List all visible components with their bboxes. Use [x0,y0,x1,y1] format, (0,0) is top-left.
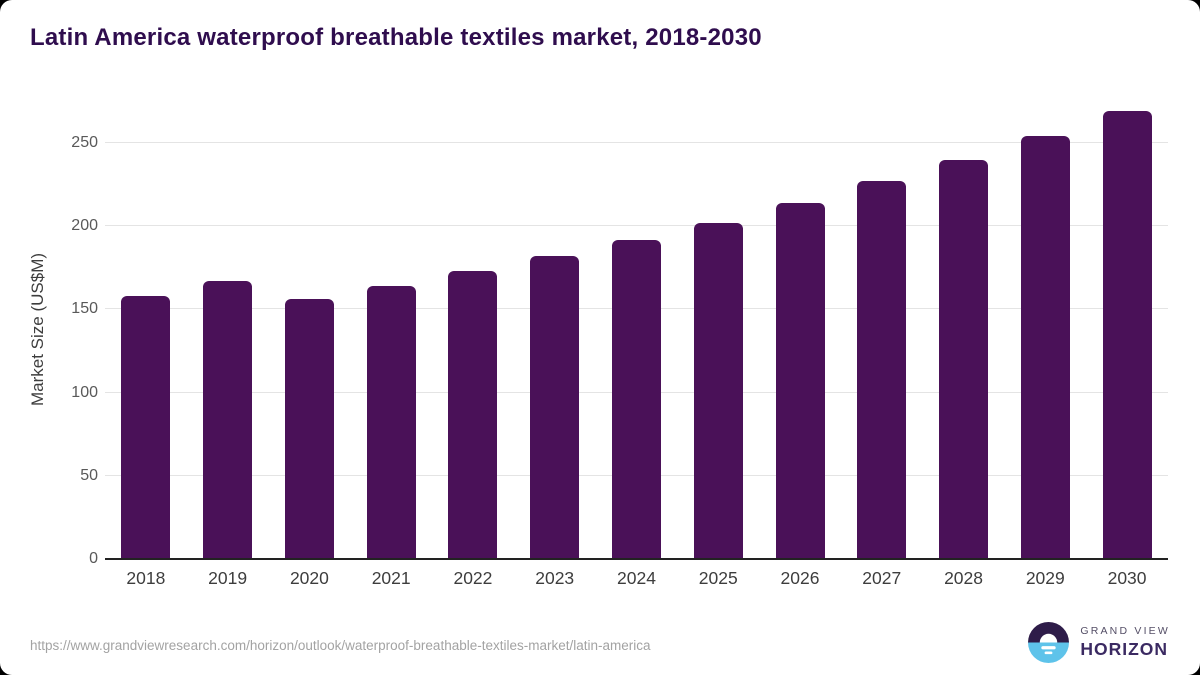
bar-slot-2026 [759,100,841,559]
bar-2024 [611,239,661,559]
y-tick-label: 0 [89,550,98,567]
bar-2028 [939,159,989,559]
bar-2030 [1102,111,1152,559]
bar-slot-2023 [514,100,596,559]
y-axis-ticks: 0 50 100 150 200 250 [30,100,98,567]
x-tick-label-2028: 2028 [944,568,983,588]
bar-2022 [448,271,498,559]
x-tick-label-2030: 2030 [1107,568,1147,588]
x-tick-label-2026: 2026 [780,568,820,588]
gridline [105,142,1168,143]
logo-text: GRAND VIEW HORIZON [1080,625,1170,660]
y-tick-label: 150 [71,300,98,318]
bar-2026 [775,202,825,559]
bar-2029 [1020,136,1070,559]
x-axis-ticks: 2018 2019 2020 2021 2022 2023 2024 2025 2026 2027… [105,568,1168,594]
gridline [105,225,1168,227]
y-tick-label: 50 [80,466,98,484]
bar-slot-2028 [923,100,1005,559]
bar-series [105,100,1168,559]
bar-2021 [366,286,416,559]
bar-slot-2030 [1086,100,1168,559]
x-tick-label-2025: 2025 [698,568,738,588]
x-tick-label-2020: 2020 [289,568,329,588]
chart-title: Latin America waterproof breathable text… [30,24,762,51]
source-url: https://www.grandviewresearch.com/horizo… [30,638,651,653]
bar-2018 [121,296,171,559]
bar-2027 [857,181,907,559]
bar-2025 [693,222,743,559]
bar-slot-2022 [432,100,514,559]
bar-slot-2029 [1004,100,1086,559]
y-tick-label: 200 [71,217,98,235]
plot-area [105,100,1168,560]
bar-slot-2021 [350,100,432,559]
grandview-horizon-logo: GRAND VIEW HORIZON [1028,622,1170,663]
x-tick-label-2029: 2029 [1025,568,1065,588]
bar-slot-2025 [677,100,759,559]
bar-slot-2024 [596,100,678,559]
x-tick-label-2022: 2022 [453,568,493,588]
x-tick-label-2027: 2027 [862,568,902,588]
bar-slot-2020 [269,100,351,559]
x-tick-label-2019: 2019 [208,568,248,588]
bar-slot-2018 [105,100,187,559]
x-tick-label-2021: 2021 [371,568,411,588]
horizon-sun-icon [1028,622,1070,663]
bar-slot-2027 [841,100,923,559]
bar-2023 [530,256,580,559]
y-tick-label: 100 [71,383,98,401]
x-tick-label-2024: 2024 [617,568,656,588]
x-tick-label-2018: 2018 [126,568,166,588]
bar-2020 [284,299,334,559]
logo-product-name: HORIZON [1080,639,1169,659]
bar-slot-2019 [187,100,269,559]
x-tick-label-2023: 2023 [535,568,575,588]
x-axis-line [105,558,1168,560]
logo-brand-name: GRAND VIEW [1080,625,1170,637]
y-tick-label: 250 [71,134,98,151]
bar-2019 [203,281,253,559]
